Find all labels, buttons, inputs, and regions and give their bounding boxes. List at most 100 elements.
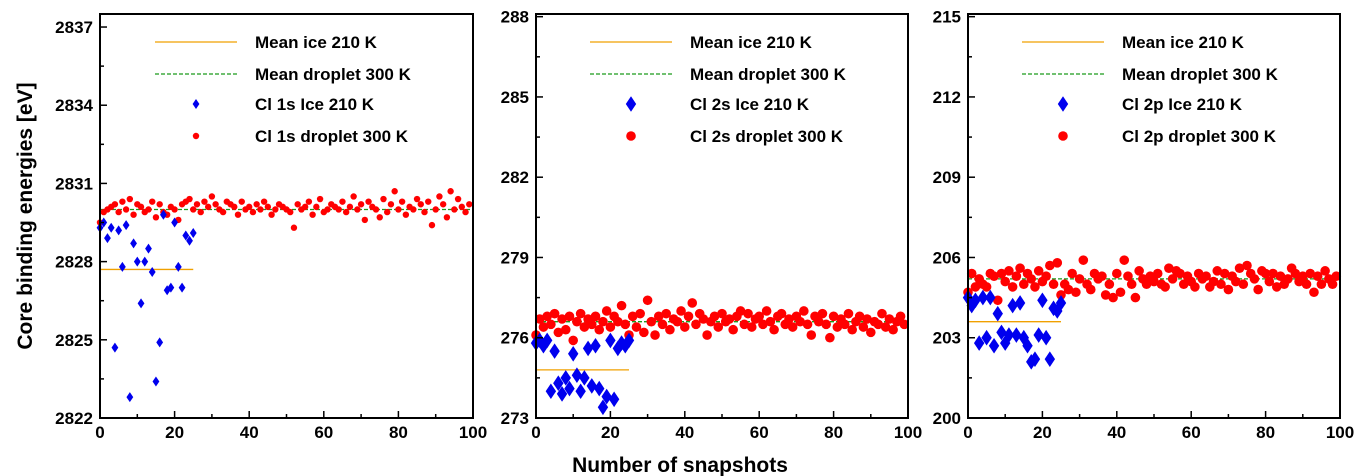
droplet-point [365,198,372,205]
chart-panel-2: 0 20 40 60 80 100 273 276 279 282 285 288 Mean ice 2… [501,8,923,442]
droplet-point [769,324,779,335]
legend-label: Mean droplet 300 K [255,65,412,84]
droplet-point [316,195,324,203]
droplet-point [1331,271,1342,281]
ice-point [996,324,1007,341]
droplet-point [843,308,854,319]
ice-point [107,222,115,233]
droplet-point [115,208,122,216]
droplet-point [590,311,601,322]
ice-point [1026,354,1037,370]
x-tick-label: 0 [95,423,104,442]
droplet-point [866,327,876,338]
droplet-point [447,188,454,195]
droplet-point [795,316,805,327]
droplet-point [130,211,137,218]
ice-point [182,230,190,241]
droplet-point [657,319,668,330]
droplet-point [122,206,130,213]
droplet-point [546,319,556,330]
droplet-point [802,319,813,330]
droplet-point [301,203,309,211]
y-tick-label: 2837 [55,18,93,37]
droplet-point [1063,284,1074,295]
ice-point [133,256,141,267]
x-tick-label: 40 [1107,423,1126,442]
droplet-point [335,206,342,213]
ice-series [530,332,635,416]
droplet-point [436,193,443,200]
x-tick-label: 0 [963,423,972,442]
legend-ice-swatch [625,96,637,112]
droplet-point [290,224,298,231]
droplet-point [594,324,605,335]
legend-label: Cl 2p droplet 300 K [1122,127,1277,146]
droplet-point [212,201,219,208]
droplet-point [970,282,981,292]
droplet-point [702,330,712,340]
ice-point [130,238,137,249]
y-tick-label: 273 [501,409,529,428]
ice-point [1040,329,1052,346]
droplet-point [538,322,549,332]
legend-label: Cl 1s Ice 210 K [255,95,375,114]
droplet-point [631,322,642,332]
ice-point [145,243,152,254]
y-tick-label: 215 [933,8,961,27]
x-tick-label: 20 [601,423,620,442]
droplet-point [1316,279,1327,290]
ice-point [126,392,134,403]
droplet-point [813,316,824,327]
droplet-point [880,322,891,332]
ice-point [1033,327,1044,343]
ice-point [174,261,182,272]
y-tick-label: 209 [933,168,961,187]
legend-droplet-swatch [626,131,636,141]
legend: Mean ice 210 K Mean droplet 300 K Cl 1s Ic… [155,33,412,146]
droplet-point [428,221,436,229]
droplet-point [806,330,817,340]
droplet-point [264,203,272,211]
droplet-point [1056,290,1066,300]
droplet-point [981,282,992,292]
droplet-point [1104,279,1115,290]
droplet-point [451,206,458,213]
droplet-point [462,208,469,216]
ice-point [1000,335,1011,351]
droplet-point [395,206,402,213]
legend-label: Cl 1s droplet 300 K [255,127,409,146]
droplet-point [204,203,212,211]
droplet-point [272,206,279,213]
droplet-point [1290,268,1301,279]
droplet-point [1305,268,1316,279]
droplet-point [402,211,410,218]
ice-series [96,209,197,403]
droplet-series [531,295,910,346]
droplet-point [1108,292,1118,303]
droplet-point [877,308,887,319]
x-tick-label: 60 [314,423,333,442]
droplet-point [899,319,910,330]
ice-point [167,282,175,293]
droplet-point [1268,268,1278,279]
droplet-point [1130,292,1141,303]
droplet-point [549,308,560,319]
droplet-point [380,195,387,203]
y-tick-label: 2822 [55,409,93,428]
droplet-point [817,308,828,319]
droplet-point [1074,274,1085,284]
ice-point [556,386,568,402]
droplet-point [1260,268,1271,279]
droplet-point [1030,282,1040,292]
droplet-point [761,306,772,316]
droplet-point [1167,274,1178,284]
ice-point [160,209,167,220]
droplet-point [821,319,831,330]
droplet-point [854,311,865,322]
droplet-point [616,300,627,311]
droplet-point [346,203,354,211]
droplet-point [691,319,701,330]
droplet-point [458,203,466,211]
droplet-point [372,206,380,213]
droplet-point [201,198,208,205]
